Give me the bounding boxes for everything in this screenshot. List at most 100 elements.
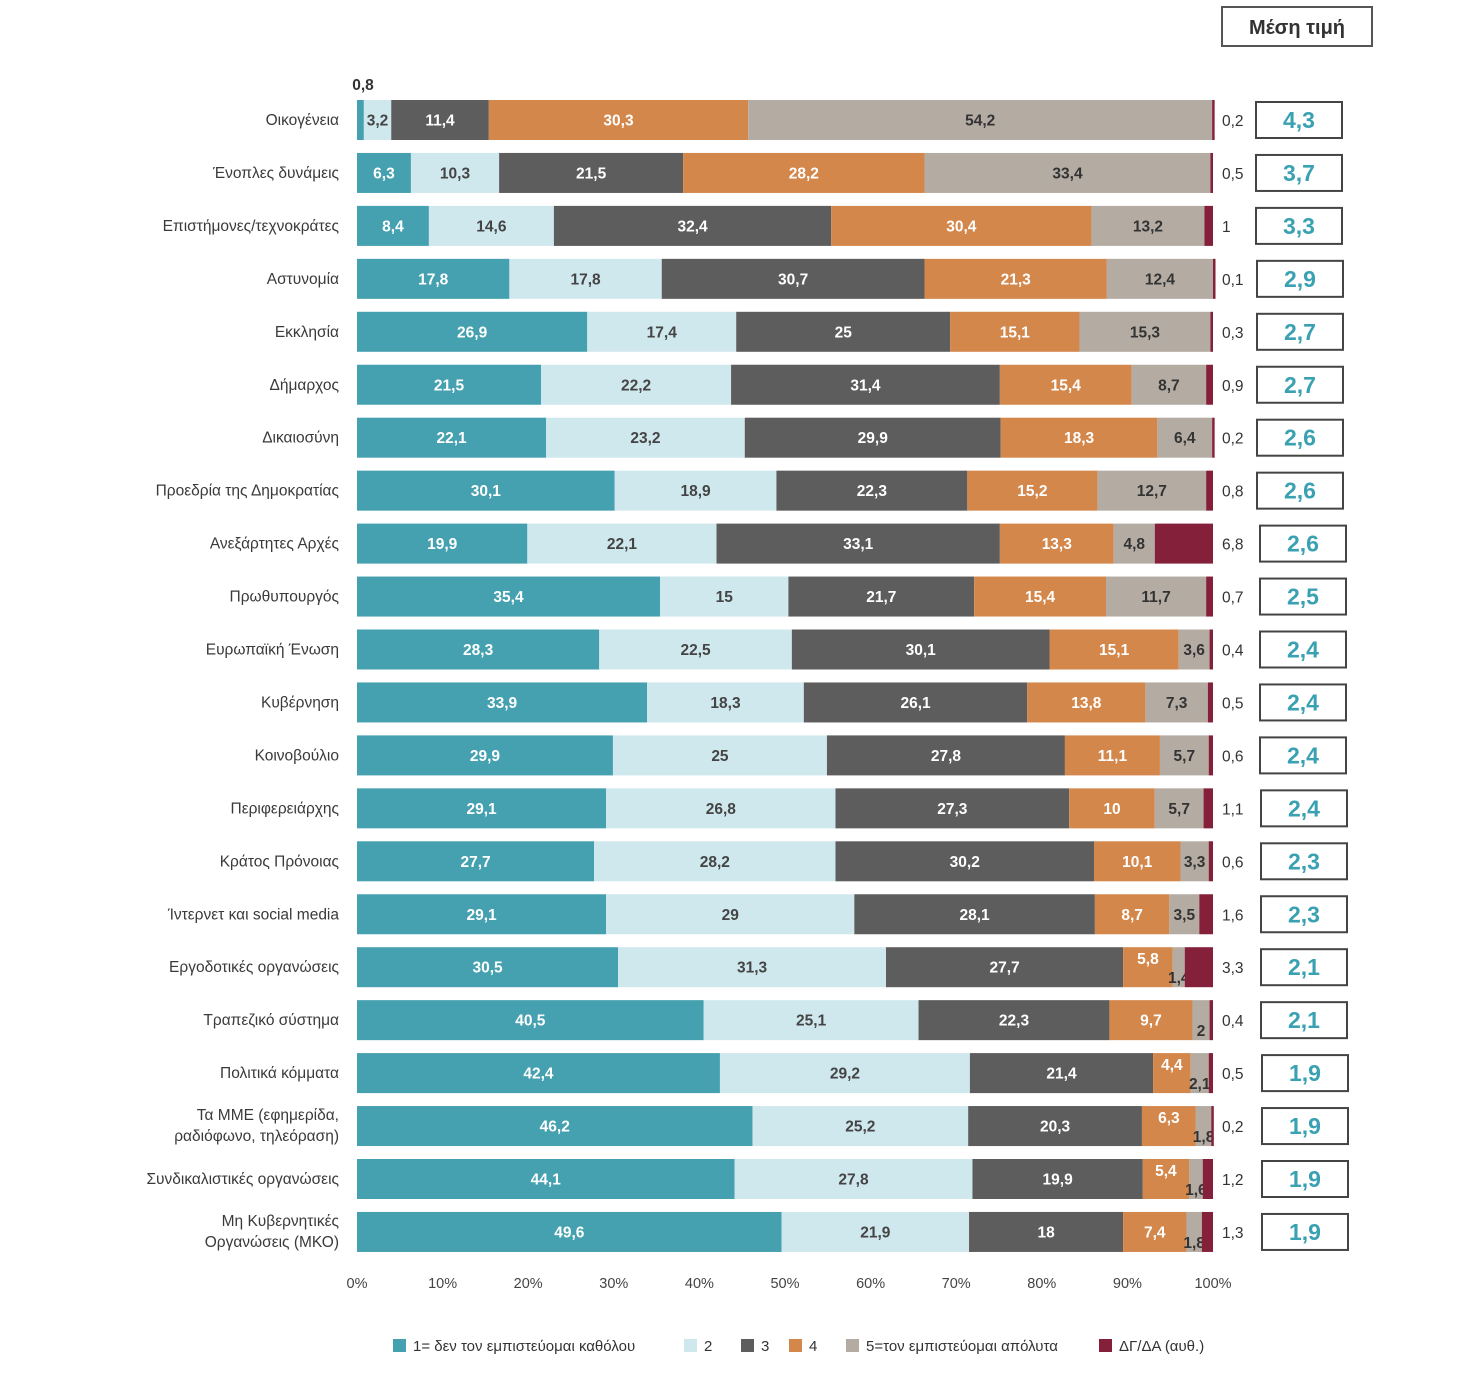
bar-segment bbox=[1206, 364, 1213, 405]
segment-value-label: 26,1 bbox=[900, 695, 931, 712]
bar-segment bbox=[1186, 1211, 1202, 1252]
bar-segment bbox=[1159, 735, 1209, 776]
segment-value-label: 15,1 bbox=[1099, 642, 1130, 659]
bar-segment bbox=[606, 894, 855, 935]
segment-value-label: 21,3 bbox=[1001, 271, 1032, 288]
bar-segment bbox=[734, 1159, 973, 1199]
segment-value-label: 18 bbox=[1037, 1224, 1055, 1241]
segment-value-label: 13,2 bbox=[1133, 218, 1163, 235]
bar-segment bbox=[826, 735, 1065, 776]
mean-value-label: 1,9 bbox=[1289, 1219, 1321, 1245]
bar-segment bbox=[1201, 1211, 1213, 1252]
bar-segment bbox=[1190, 1053, 1209, 1094]
mean-value-label: 3,7 bbox=[1283, 160, 1315, 186]
bar-segment bbox=[835, 788, 1070, 829]
category-label: Τα ΜΜΕ (εφημερίδα, ραδιόφωνο, τηλεόραση) bbox=[174, 1107, 339, 1145]
segment-value-label: 17,4 bbox=[647, 324, 678, 341]
bar-segment bbox=[599, 629, 792, 670]
legend-swatch bbox=[741, 1339, 754, 1352]
bar-segment bbox=[731, 364, 1000, 405]
bar-segment bbox=[410, 152, 500, 193]
bar-segment bbox=[1178, 629, 1210, 670]
category-label: Ανεξάρτητες Αρχές bbox=[210, 536, 339, 553]
segment-value-label: 21,5 bbox=[434, 377, 465, 394]
bar-segment bbox=[1097, 470, 1207, 511]
segment-value-label: 30,7 bbox=[778, 271, 808, 288]
bar-segment bbox=[1153, 1053, 1191, 1094]
bar-segment bbox=[1079, 311, 1211, 352]
bar-segment bbox=[614, 470, 777, 511]
segment-value-label: 20,3 bbox=[1040, 1119, 1071, 1136]
mean-value-label: 2,3 bbox=[1288, 901, 1320, 927]
dk-value-label: 1,3 bbox=[1222, 1225, 1244, 1242]
segment-value-label: 22,2 bbox=[621, 377, 651, 394]
mean-value-box bbox=[1260, 1001, 1348, 1040]
segment-value-label: 13,3 bbox=[1042, 536, 1073, 553]
segment-value-label: 25,2 bbox=[845, 1119, 875, 1136]
bar-segment bbox=[752, 1106, 969, 1147]
segment-value-label: 1,8 bbox=[1183, 1235, 1205, 1252]
segment-value-label: 25,1 bbox=[796, 1013, 827, 1030]
segment-value-label: 33,9 bbox=[487, 695, 518, 712]
mean-value-box bbox=[1261, 1160, 1349, 1198]
bar-segment bbox=[357, 1000, 704, 1041]
mean-value-label: 4,3 bbox=[1283, 107, 1315, 133]
segment-value-label: 30,1 bbox=[906, 642, 937, 659]
category-label: Πρωθυπουργός bbox=[230, 589, 339, 606]
bar-segment bbox=[1154, 523, 1213, 564]
mean-value-box bbox=[1260, 842, 1348, 881]
dk-value-label: 0,5 bbox=[1222, 695, 1244, 712]
segment-value-label: 22,1 bbox=[607, 536, 638, 553]
mean-value-box bbox=[1259, 683, 1347, 722]
bar-segment bbox=[357, 1159, 735, 1199]
bar-segment bbox=[803, 682, 1028, 723]
segment-value-label: 6,3 bbox=[373, 165, 395, 182]
mean-value-label: 2,1 bbox=[1288, 954, 1320, 980]
dk-value-label: 0,5 bbox=[1222, 166, 1244, 183]
segment-value-label: 29,1 bbox=[466, 801, 497, 818]
segment-value-label: 15,2 bbox=[1017, 483, 1047, 500]
segment-value-label: 22,3 bbox=[857, 483, 888, 500]
bar-segment bbox=[854, 894, 1095, 935]
bar-segment bbox=[748, 100, 1213, 140]
bar-segment bbox=[1202, 1159, 1213, 1199]
bar-segment bbox=[1049, 629, 1179, 670]
dk-value-label: 3,3 bbox=[1222, 960, 1244, 977]
legend-swatch bbox=[1099, 1339, 1112, 1352]
legend-label: 3 bbox=[761, 1338, 769, 1355]
segment-value-label: 5,8 bbox=[1137, 951, 1159, 968]
segment-value-label: 6,3 bbox=[1158, 1110, 1180, 1127]
segment-value-label: 31,4 bbox=[850, 377, 881, 394]
segment-value-label: 21,4 bbox=[1046, 1066, 1077, 1083]
mean-value-label: 2,6 bbox=[1287, 531, 1319, 557]
bar-segment bbox=[660, 576, 789, 617]
segment-value-label: 22,1 bbox=[437, 430, 468, 447]
segment-value-label: 49,6 bbox=[554, 1224, 585, 1241]
bar-segment bbox=[1069, 788, 1155, 829]
mean-header-label: Μέση τιμή bbox=[1249, 17, 1345, 39]
bar-segment bbox=[618, 947, 887, 988]
mean-value-label: 2,7 bbox=[1284, 372, 1316, 398]
bar-segment bbox=[1064, 735, 1160, 776]
segment-value-label: 25 bbox=[835, 324, 853, 341]
segment-value-label: 3,3 bbox=[1184, 854, 1206, 871]
bar-segment bbox=[357, 894, 607, 935]
bar-segment bbox=[1154, 788, 1204, 829]
segment-value-label: 18,9 bbox=[680, 483, 711, 500]
bar-segment bbox=[1206, 576, 1213, 617]
segment-value-label: 29,9 bbox=[858, 430, 889, 447]
bar-segment bbox=[606, 788, 836, 829]
category-label: Ευρωπαϊκή Ένωση bbox=[206, 642, 339, 659]
segment-value-label: 6,4 bbox=[1174, 430, 1196, 447]
category-label: Δικαιοσύνη bbox=[262, 430, 339, 447]
mean-value-label: 1,9 bbox=[1289, 1113, 1321, 1139]
segment-value-label: 40,5 bbox=[515, 1013, 546, 1030]
bar-segment bbox=[683, 152, 925, 193]
mean-value-label: 2,5 bbox=[1287, 584, 1319, 610]
segment-value-label: 30,5 bbox=[472, 960, 503, 977]
dk-value-label: 0,2 bbox=[1222, 1119, 1244, 1136]
dk-value-label: 0,1 bbox=[1222, 272, 1244, 289]
bar-segment bbox=[357, 470, 615, 511]
bar-segment bbox=[967, 470, 1098, 511]
